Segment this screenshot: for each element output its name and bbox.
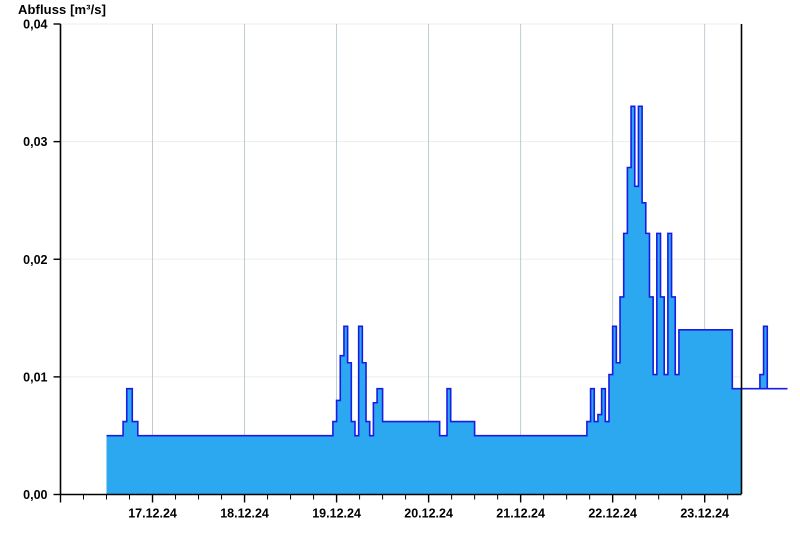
- series-area-fill: [106, 106, 788, 495]
- series-group: [106, 105, 788, 495]
- x-tick-label: 21.12.24: [496, 507, 545, 521]
- x-tick-label: 22.12.24: [588, 507, 637, 521]
- x-tick-label: 23.12.24: [680, 507, 729, 521]
- y-tick-label: 0,03: [23, 135, 47, 149]
- x-tick-label: 18.12.24: [220, 507, 269, 521]
- series-line: [106, 105, 788, 437]
- y-tick-label: 0,00: [23, 488, 47, 502]
- y-axis-title: Abfluss [m³/s]: [18, 2, 107, 17]
- x-tick-label: 19.12.24: [312, 507, 361, 521]
- x-ticks-group: 17.12.24 18.12.24 19.12.24 20.12.24 21.12.24…: [59, 494, 729, 521]
- y-tick-label: 0,01: [23, 370, 47, 384]
- x-tick-label: 20.12.24: [404, 507, 453, 521]
- y-tick-label: 0,02: [23, 253, 47, 267]
- y-ticks-group: 0,00 0,01 0,02 0,03 0,04: [23, 18, 61, 502]
- x-tick-label: 17.12.24: [128, 507, 177, 521]
- y-tick-label: 0,04: [23, 18, 47, 32]
